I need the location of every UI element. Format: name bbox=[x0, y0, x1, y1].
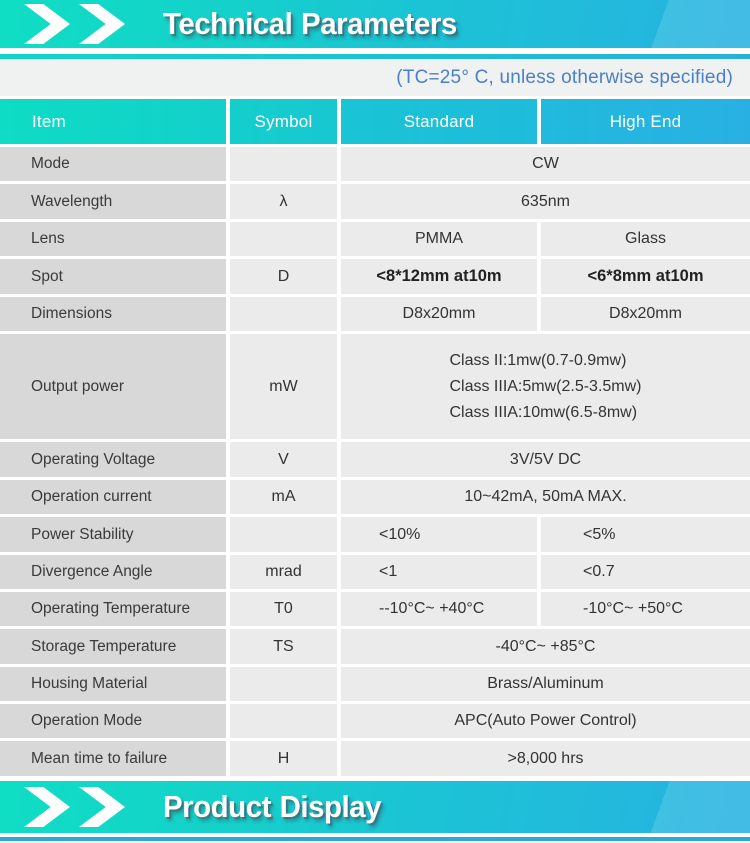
value-cell-mean-time-to-failure: >8,000 hrs bbox=[341, 741, 750, 776]
item-cell-lens: Lens bbox=[0, 222, 226, 256]
output-power-class-line: Class IIIA:10mw(6.5-8mw) bbox=[449, 403, 638, 421]
item-cell-output-power: Output power bbox=[0, 334, 226, 439]
symbol-cell bbox=[230, 297, 337, 331]
spec-table: Item Symbol Standard High End Mode CW Wa… bbox=[0, 99, 750, 776]
high-end-cell-lens: Glass bbox=[541, 222, 750, 256]
item-cell-spot: Spot bbox=[0, 259, 226, 294]
symbol-cell-d: D bbox=[230, 259, 337, 294]
value-cell-storage-temperature: -40°C~ +85°C bbox=[341, 629, 750, 664]
chevron-right-icon bbox=[24, 4, 70, 44]
divider-gap bbox=[0, 48, 750, 54]
chevron-right-icon bbox=[79, 4, 125, 44]
symbol-cell bbox=[230, 147, 337, 181]
section-title-product-display: Product Display bbox=[163, 789, 382, 824]
test-condition-note: (TC=25° C, unless otherwise specified) bbox=[396, 66, 733, 88]
item-cell-wavelength: Wavelength bbox=[0, 184, 226, 219]
chevron-right-icon bbox=[24, 787, 70, 827]
banner-diagonal-highlight bbox=[648, 781, 750, 833]
item-cell-operation-current: Operation current bbox=[0, 480, 226, 514]
column-header-high-end: High End bbox=[541, 99, 750, 144]
value-cell-housing-material: Brass/Aluminum bbox=[341, 667, 750, 701]
banner-diagonal-highlight bbox=[649, 0, 750, 48]
item-cell-divergence-angle: Divergence Angle bbox=[0, 555, 226, 589]
item-cell-power-stability: Power Stability bbox=[0, 517, 226, 552]
high-end-cell-spot: <6*8mm at10m bbox=[541, 259, 750, 294]
chevron-right-icon bbox=[79, 787, 125, 827]
symbol-cell bbox=[230, 517, 337, 552]
symbol-cell-v: V bbox=[230, 442, 337, 477]
item-cell-operating-temperature: Operating Temperature bbox=[0, 592, 226, 626]
symbol-cell-mrad: mrad bbox=[230, 555, 337, 589]
standard-cell-operating-temperature: --10°C~ +40°C bbox=[341, 592, 537, 626]
standard-cell-lens: PMMA bbox=[341, 222, 537, 256]
standard-cell-spot: <8*12mm at10m bbox=[341, 259, 537, 294]
symbol-cell bbox=[230, 667, 337, 701]
value-cell-operation-mode: APC(Auto Power Control) bbox=[341, 704, 750, 738]
divider-gap bbox=[0, 833, 750, 837]
symbol-cell bbox=[230, 704, 337, 738]
chevron-right-icons bbox=[24, 787, 125, 827]
chevron-right-icons bbox=[24, 4, 125, 44]
symbol-cell-lambda: λ bbox=[230, 184, 337, 219]
product-display-banner: Product Display bbox=[0, 781, 750, 833]
section-title-technical-parameters: Technical Parameters bbox=[163, 6, 457, 41]
symbol-cell-h: H bbox=[230, 741, 337, 776]
divider-gap bbox=[0, 776, 750, 781]
symbol-cell bbox=[230, 222, 337, 256]
output-power-classes: Class II:1mw(0.7-0.9mw) Class IIIA:5mw(2… bbox=[449, 348, 641, 426]
item-cell-mode: Mode bbox=[0, 147, 226, 181]
item-cell-housing-material: Housing Material bbox=[0, 667, 226, 701]
symbol-cell-mw: mW bbox=[230, 334, 337, 439]
value-cell-mode: CW bbox=[341, 147, 750, 181]
column-header-symbol: Symbol bbox=[230, 99, 337, 144]
high-end-cell-dimensions: D8x20mm bbox=[541, 297, 750, 331]
output-power-class-line: Class IIIA:5mw(2.5-3.5mw) bbox=[449, 377, 642, 395]
output-power-class-line: Class II:1mw(0.7-0.9mw) bbox=[449, 351, 627, 369]
symbol-cell-ma: mA bbox=[230, 480, 337, 514]
symbol-cell-ts: TS bbox=[230, 629, 337, 664]
high-end-cell-operating-temperature: -10°C~ +50°C bbox=[541, 592, 750, 626]
value-cell-wavelength: 635nm bbox=[341, 184, 750, 219]
item-cell-mean-time-to-failure: Mean time to failure bbox=[0, 741, 226, 776]
standard-cell-power-stability: <10% bbox=[341, 517, 537, 552]
high-end-cell-divergence-angle: <0.7 bbox=[541, 555, 750, 589]
value-cell-operation-current: 10~42mA, 50mA MAX. bbox=[341, 480, 750, 514]
column-header-item: Item bbox=[0, 99, 226, 144]
item-cell-operating-voltage: Operating Voltage bbox=[0, 442, 226, 477]
item-cell-operation-mode: Operation Mode bbox=[0, 704, 226, 738]
high-end-cell-power-stability: <5% bbox=[541, 517, 750, 552]
item-cell-dimensions: Dimensions bbox=[0, 297, 226, 331]
value-cell-operating-voltage: 3V/5V DC bbox=[341, 442, 750, 477]
test-condition-strip: (TC=25° C, unless otherwise specified) bbox=[0, 59, 750, 96]
bottom-accent-line bbox=[0, 837, 750, 841]
column-header-standard: Standard bbox=[341, 99, 537, 144]
value-cell-output-power: Class II:1mw(0.7-0.9mw) Class IIIA:5mw(2… bbox=[341, 334, 750, 439]
item-cell-storage-temperature: Storage Temperature bbox=[0, 629, 226, 664]
standard-cell-divergence-angle: <1 bbox=[341, 555, 537, 589]
accent-divider-line bbox=[0, 54, 750, 59]
technical-parameters-banner: Technical Parameters bbox=[0, 0, 750, 48]
standard-cell-dimensions: D8x20mm bbox=[341, 297, 537, 331]
symbol-cell-t0: T0 bbox=[230, 592, 337, 626]
